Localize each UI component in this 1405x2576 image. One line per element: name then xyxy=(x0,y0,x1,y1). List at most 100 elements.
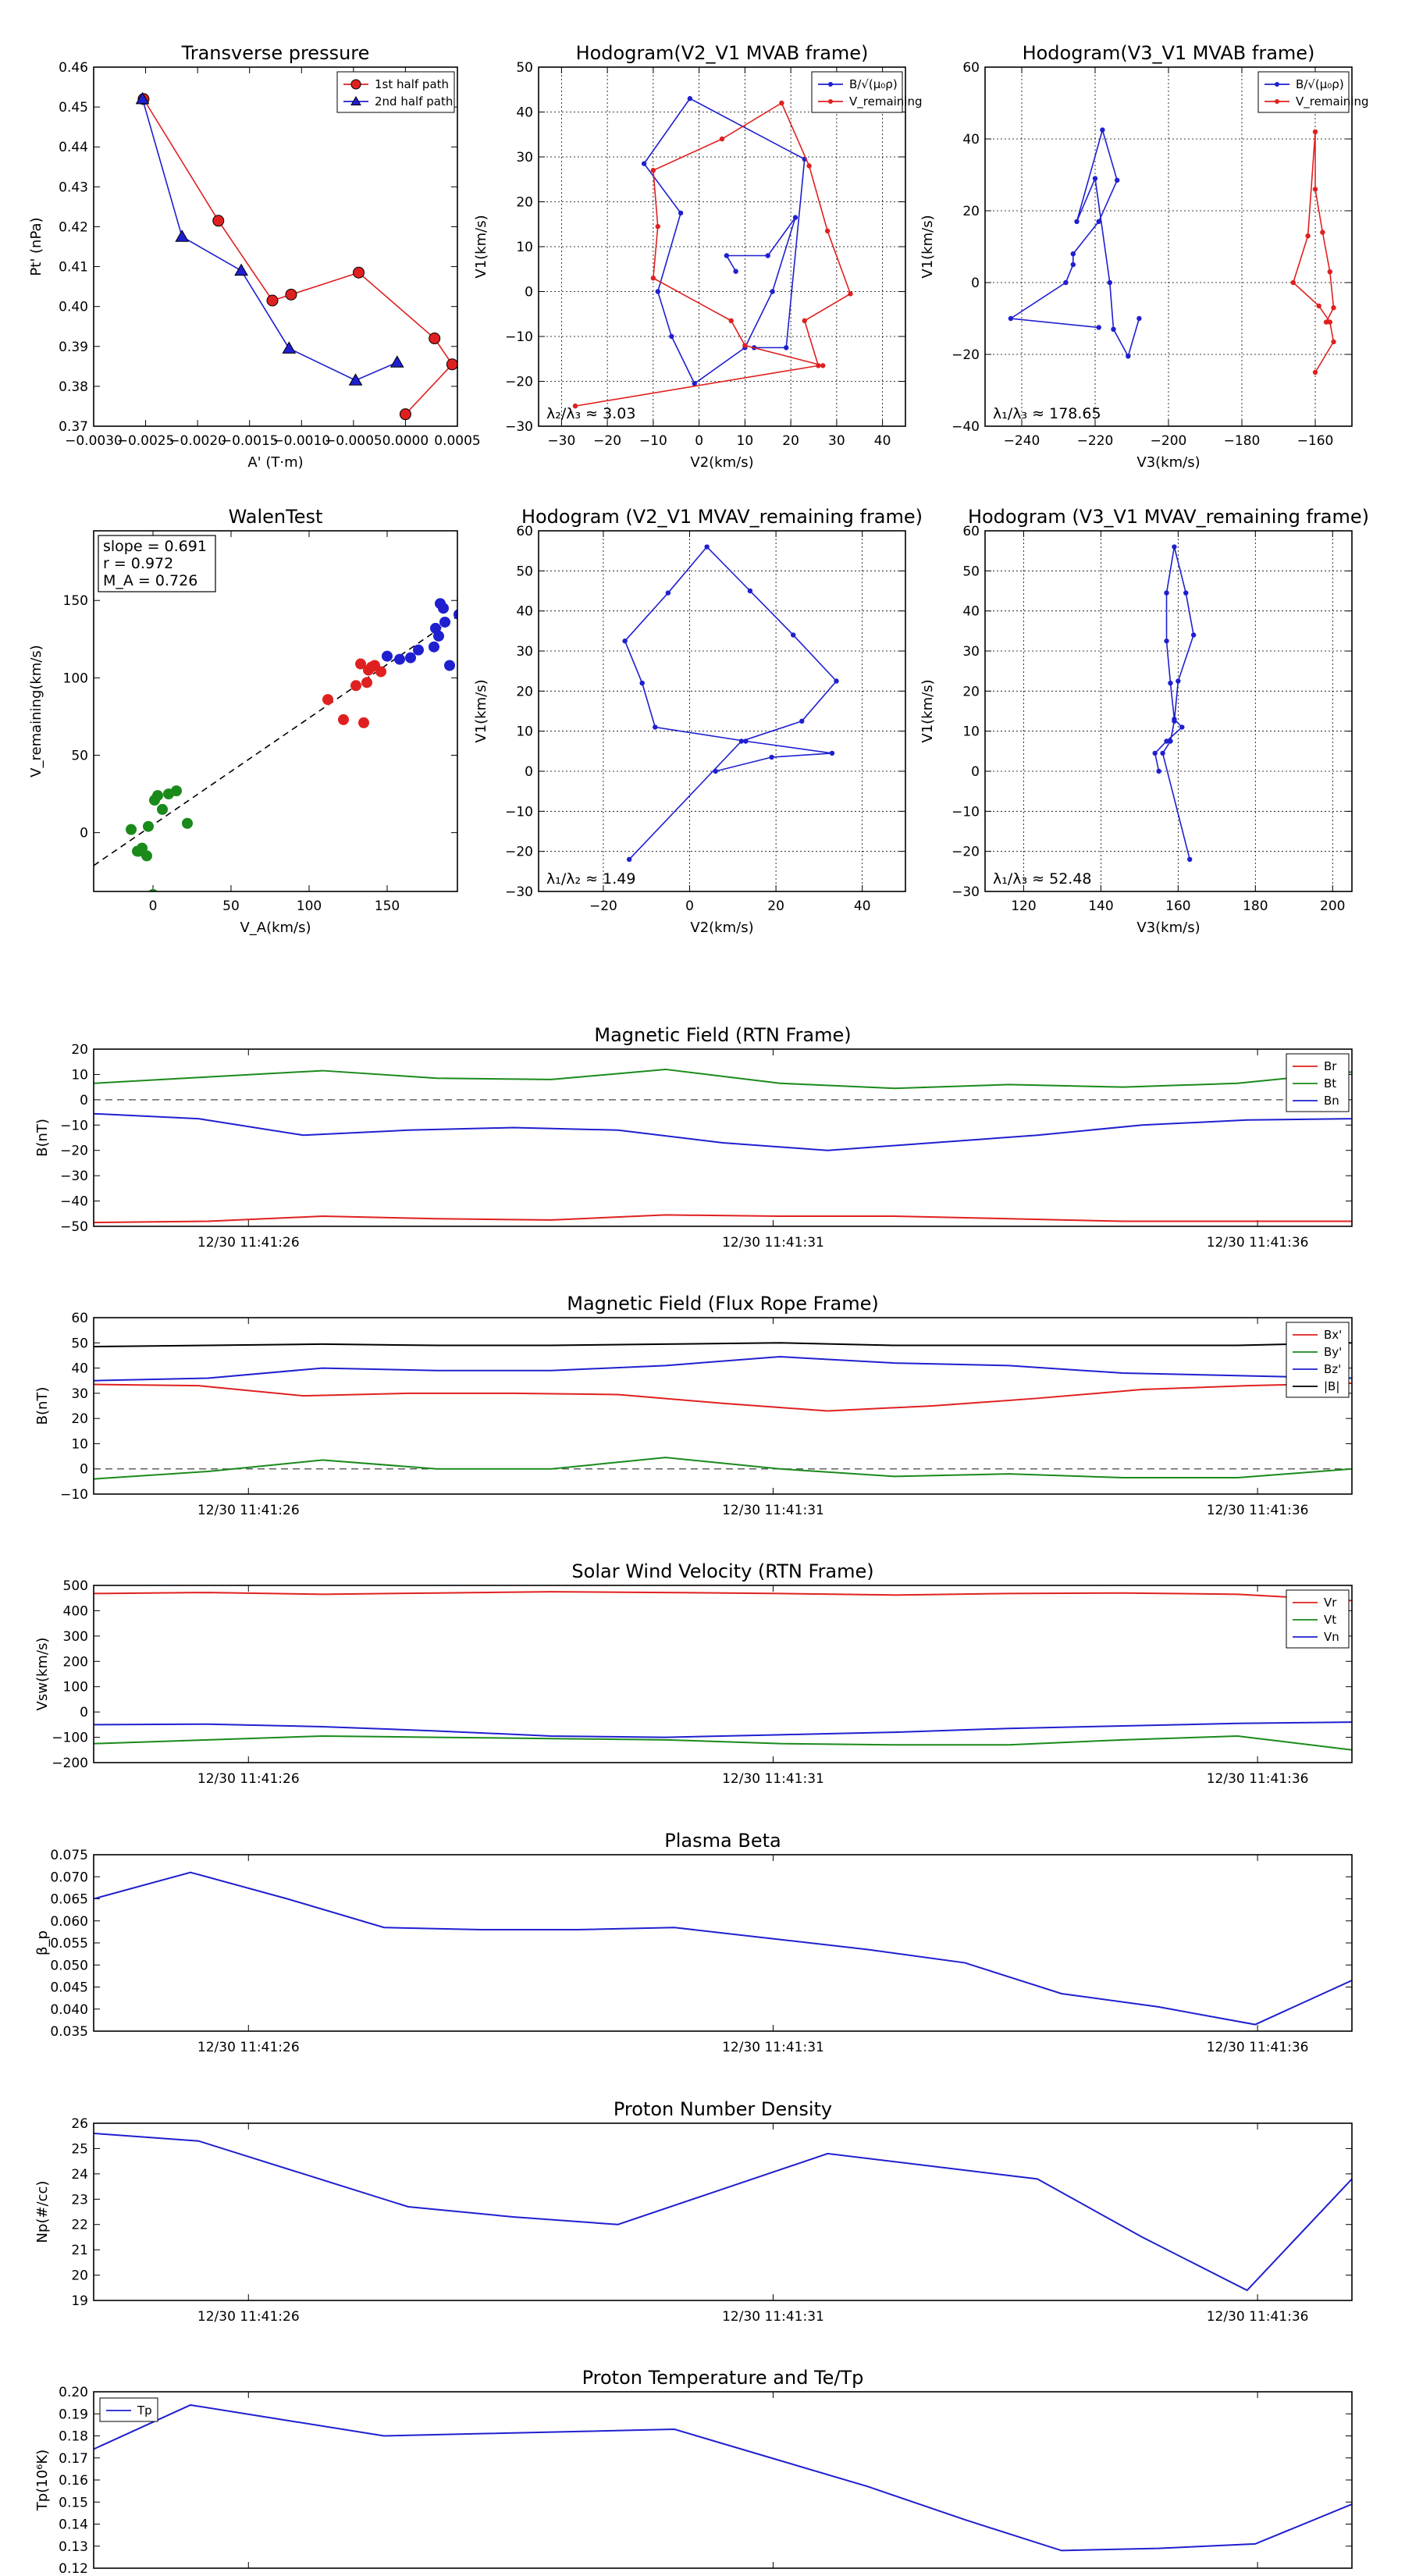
legend-label: Vt xyxy=(1324,1613,1336,1627)
y-axis-label: Pt' (nPa) xyxy=(28,217,44,276)
y-tick-label: 0.41 xyxy=(59,260,88,276)
data-point xyxy=(439,616,450,628)
plot-frame xyxy=(538,530,906,892)
data-point xyxy=(353,266,365,279)
stats-line: r = 0.972 xyxy=(103,555,173,572)
plot-frame xyxy=(984,66,1353,427)
series-line xyxy=(624,546,838,860)
chart-title: WalenTest xyxy=(229,506,323,528)
data-point xyxy=(1107,279,1113,286)
data-point xyxy=(713,768,718,774)
y-tick-label: 300 xyxy=(63,1629,88,1645)
legend-label: V_remaining xyxy=(849,94,923,109)
data-point xyxy=(444,660,455,671)
data-point xyxy=(655,223,660,229)
data-point xyxy=(1164,638,1169,644)
fit-line xyxy=(94,615,457,866)
data-point xyxy=(743,738,749,744)
x-tick-label: −220 xyxy=(1077,433,1114,449)
y-tick-label: 0 xyxy=(80,1705,88,1720)
series-line xyxy=(94,1356,1352,1382)
x-tick-label: 12/30 11:41:31 xyxy=(722,1235,824,1251)
data-point xyxy=(446,358,457,371)
data-point xyxy=(350,79,361,90)
y-tick-label: 10 xyxy=(71,1067,88,1083)
data-point xyxy=(834,678,839,684)
annotation-label: λ₁/λ₃ ≈ 178.65 xyxy=(993,405,1101,422)
series-line xyxy=(94,1382,1352,1412)
y-tick-label: 0.19 xyxy=(59,2407,88,2422)
y-tick-label: 50 xyxy=(71,749,88,764)
x-tick-label: −180 xyxy=(1224,433,1261,449)
data-point xyxy=(828,99,833,104)
plot-area xyxy=(622,544,839,863)
chart-proton-temperature: 0.12 0.13 0.14 0.15 0.16 0.17 0.18 0.19 0.20 Prot… xyxy=(34,2367,1353,2576)
legend-box xyxy=(336,71,455,113)
data-point xyxy=(765,253,770,258)
data-point xyxy=(433,630,444,642)
x-tick-label: 140 xyxy=(1088,898,1113,914)
data-point xyxy=(665,590,671,596)
annotation-label: λ₁/λ₂ ≈ 1.49 xyxy=(546,870,635,888)
y-axis-label: V1(km/s) xyxy=(473,215,489,278)
legend-label: Vr xyxy=(1324,1596,1337,1610)
data-point xyxy=(438,603,449,614)
y-tick-label: 20 xyxy=(962,204,980,219)
data-point xyxy=(791,632,796,638)
y-tick-label: −10 xyxy=(60,1487,88,1503)
data-point xyxy=(719,136,725,142)
data-point xyxy=(1100,127,1105,133)
y-tick-label: 20 xyxy=(71,1042,88,1058)
legend-box xyxy=(1286,1053,1350,1112)
chart-hodogram-v3v1-mvab: −240 −220 −200 −180 −160−40−200204060Hodogra… xyxy=(919,42,1369,471)
x-tick-label: 0.0000 xyxy=(382,433,429,449)
data-point xyxy=(770,289,775,294)
data-point xyxy=(1312,187,1318,192)
x-tick-label: 0 xyxy=(149,898,158,914)
plot-frame xyxy=(93,1048,1353,1227)
y-tick-label: 0.035 xyxy=(50,2024,88,2040)
data-point xyxy=(1063,279,1069,286)
legend-label: 1st half path xyxy=(375,77,449,91)
y-tick-label: 0.40 xyxy=(59,300,88,315)
legend-label: Br xyxy=(1324,1059,1337,1073)
data-point xyxy=(1160,750,1165,756)
data-point xyxy=(769,754,774,760)
data-point xyxy=(1126,354,1131,359)
y-tick-label: 0.42 xyxy=(59,219,88,235)
series-line xyxy=(94,1457,1352,1480)
data-point xyxy=(171,785,182,797)
x-tick-label: 12/30 11:41:31 xyxy=(722,1771,824,1787)
data-point xyxy=(650,276,656,281)
y-tick-label: 0.070 xyxy=(50,1870,88,1885)
y-tick-label: 150 xyxy=(63,593,88,609)
y-tick-label: 50 xyxy=(516,564,533,579)
series-line xyxy=(141,98,398,382)
data-point xyxy=(1176,678,1181,684)
data-point xyxy=(266,294,279,307)
y-tick-label: −30 xyxy=(505,419,533,435)
chart-title: Hodogram(V2_V1 MVAB frame) xyxy=(576,42,869,64)
x-tick-label: 20 xyxy=(767,898,784,914)
data-point xyxy=(1323,319,1329,325)
y-tick-label: −100 xyxy=(52,1731,88,1746)
legend-label: Vn xyxy=(1324,1630,1339,1644)
data-point xyxy=(1168,738,1173,744)
legend-label: By' xyxy=(1324,1345,1342,1359)
series-line xyxy=(1292,131,1335,373)
x-tick-label: 40 xyxy=(854,898,871,914)
x-tick-label: 160 xyxy=(1165,898,1190,914)
x-tick-label: 12/30 11:41:31 xyxy=(722,1503,824,1518)
data-point xyxy=(285,288,297,301)
y-tick-label: 50 xyxy=(962,564,980,579)
data-point xyxy=(234,263,248,276)
chart-proton-number-density: 19 20 21 22 23 24 25 26 Proton Number Density Np(… xyxy=(34,2098,1353,2325)
x-tick-label: −160 xyxy=(1297,433,1334,449)
x-tick-label: 0 xyxy=(685,898,694,914)
x-tick-label: 12/30 11:41:31 xyxy=(722,2040,824,2055)
data-point xyxy=(1111,326,1116,332)
data-point xyxy=(1190,632,1197,638)
data-point xyxy=(1115,177,1120,183)
